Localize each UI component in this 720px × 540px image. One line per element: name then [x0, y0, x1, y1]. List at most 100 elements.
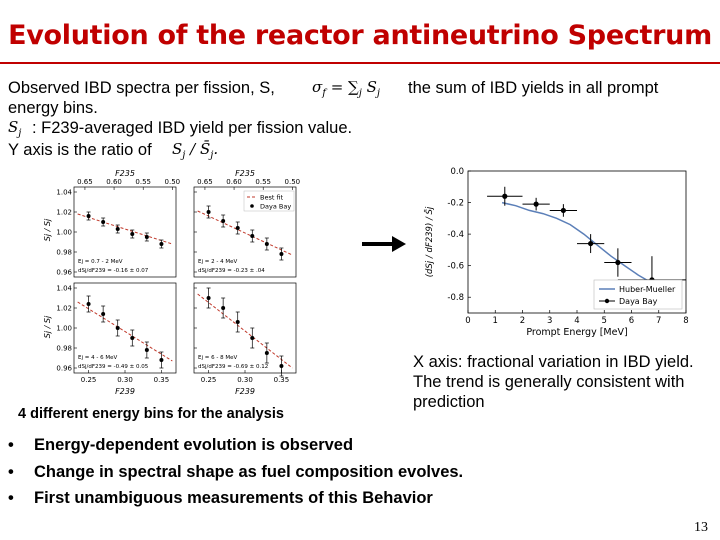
daya-bay-point [588, 240, 594, 247]
chart-y-axis-label: (dSj / dF239) / S̄j [423, 206, 435, 277]
chart-x-tick-label: 7 [656, 316, 661, 326]
series-huber-mueller-line [501, 201, 660, 289]
bullet-item: • Energy-dependent evolution is observed [8, 432, 463, 459]
panel-bottom-tick-label: 0.25 [201, 376, 217, 384]
panel-y-tick-label: 0.96 [56, 269, 72, 277]
data-point [144, 235, 149, 239]
panel-top-tick-label: 0.50 [165, 178, 181, 186]
right-note-line3: prediction [413, 393, 485, 411]
legend-marker-daya-bay [604, 298, 610, 304]
panel-top-tick-label: 0.65 [77, 178, 93, 186]
data-point [250, 336, 255, 340]
page-number: 13 [694, 520, 708, 535]
formula-eq-sum: = ∑ [325, 78, 359, 96]
panel-y-tick-label: 0.98 [56, 249, 72, 257]
best-fit-line [77, 213, 173, 245]
chart-y-tick-label: -0.2 [447, 199, 464, 209]
panel-bottom-tick-label: 0.25 [81, 376, 97, 384]
panel-energy-bin-label: Ej = 6 - 8 MeV [198, 355, 237, 361]
ratio-sj: S [172, 140, 183, 158]
data-point [115, 227, 120, 231]
chart-x-tick-label: 5 [602, 316, 607, 326]
intro-line4-text: Y axis is the ratio of [8, 141, 152, 159]
chart-y-tick-label: -0.4 [447, 230, 464, 240]
best-fit-line [77, 301, 173, 362]
ratio-period: . [213, 140, 219, 158]
bullet-marker: • [8, 436, 14, 454]
panel-legend-point [250, 204, 254, 208]
daya-bay-point [533, 201, 539, 207]
data-point [101, 220, 106, 224]
y-axis-label-bottom: Sj / S̄j [44, 315, 52, 338]
panel-slope-label: dSj/dF239 = -0.69 ± 0.12 [198, 364, 268, 370]
left-figure-caption: 4 different energy bins for the analysis [18, 406, 284, 422]
formula-sum-sub: j [358, 88, 362, 99]
panel-y-tick-label: 0.96 [56, 365, 72, 373]
formula-s-sub: j [376, 88, 381, 99]
panel-top-tick-label: 0.50 [285, 178, 301, 186]
data-point [221, 219, 226, 223]
panel-frame [73, 282, 177, 374]
formula-sigma: σ [312, 78, 323, 96]
panel-bottom-tick-label: 0.30 [237, 376, 253, 384]
data-point [279, 364, 284, 368]
right-note-line2: The trend is generally consistent with [413, 373, 685, 391]
y-axis-label-top: Sj / S̄j [44, 218, 52, 241]
intro-line1-suffix: the sum of IBD yields in all prompt [408, 79, 659, 97]
chart-x-tick-label: 6 [629, 316, 634, 326]
best-fit-line [197, 293, 293, 369]
bullet-marker: • [8, 489, 14, 507]
data-point [86, 302, 91, 306]
legend-label-huber-mueller: Huber-Mueller [619, 285, 676, 294]
right-note-line1: X axis: fractional variation in IBD yiel… [413, 353, 694, 371]
panel-top-tick-label: 0.65 [197, 178, 213, 186]
data-point [130, 232, 135, 236]
best-fit-line [197, 210, 293, 256]
intro-line1-prefix: Observed IBD spectra per fission, S, [8, 79, 275, 97]
data-point [86, 214, 91, 218]
panel-bottom-tick-label: 0.30 [117, 376, 133, 384]
bullet-text: First unambiguous measurements of this B… [34, 489, 433, 507]
evolution-chart: (dSj / dF239) / S̄j Prompt Energy [MeV] … [423, 167, 688, 338]
intro-line3-text: : F239-averaged IBD yield per fission va… [32, 119, 353, 137]
data-point [101, 312, 106, 316]
bottom-axis-label-right: F239 [235, 387, 255, 396]
arrow-head [392, 236, 406, 252]
panel-y-tick-label: 1.02 [56, 305, 72, 313]
formula-sigma-f: σf = ∑j Sj [312, 78, 380, 99]
intro-line2: energy bins. [8, 99, 98, 117]
data-point [144, 348, 149, 352]
sj-symbol: S [8, 118, 19, 136]
intro-line4-math: Sj / S̄j. [172, 140, 218, 161]
daya-bay-point [615, 259, 621, 266]
slide-title: Evolution of the reactor antineutrino Sp… [8, 20, 712, 51]
title-underline [0, 62, 720, 64]
top-axis-label-right: F235 [235, 169, 255, 178]
formula-sigma-sub: f [322, 88, 326, 99]
formula-s: S [361, 78, 377, 96]
panel-y-tick-label: 1.00 [56, 325, 72, 333]
intro-line3-math: Sj [8, 118, 21, 139]
data-point [159, 358, 164, 362]
bullet-text: Change in spectral shape as fuel composi… [34, 462, 464, 481]
panel-energy-bin-label: Ej = 2 - 4 MeV [198, 259, 237, 265]
data-point [115, 326, 120, 330]
panel-slope-label: dSj/dF239 = -0.16 ± 0.07 [78, 268, 149, 274]
data-point [250, 234, 255, 238]
ratio-sjbar-sub: j [210, 150, 214, 161]
data-point [206, 210, 211, 214]
chart-x-axis-label: Prompt Energy [MeV] [526, 327, 627, 338]
data-point [130, 336, 135, 340]
right-arrow-icon [362, 236, 406, 252]
panel-frame [73, 186, 177, 278]
daya-bay-point [502, 193, 508, 199]
panel-top-tick-label: 0.60 [226, 178, 242, 186]
panel-slope-label: dSj/dF239 = -0.49 ± 0.05 [78, 364, 149, 370]
legend-label-daya-bay: Daya Bay [619, 297, 658, 306]
data-point [221, 306, 226, 310]
panel-top-tick-label: 0.55 [255, 178, 271, 186]
chart-x-tick-label: 0 [465, 316, 470, 326]
panel-energy-bin-label: Ej = 0.7 - 2 MeV [78, 259, 123, 265]
chart-y-tick-label: -0.6 [447, 262, 464, 272]
chart-y-tick-label: -0.8 [447, 293, 464, 303]
